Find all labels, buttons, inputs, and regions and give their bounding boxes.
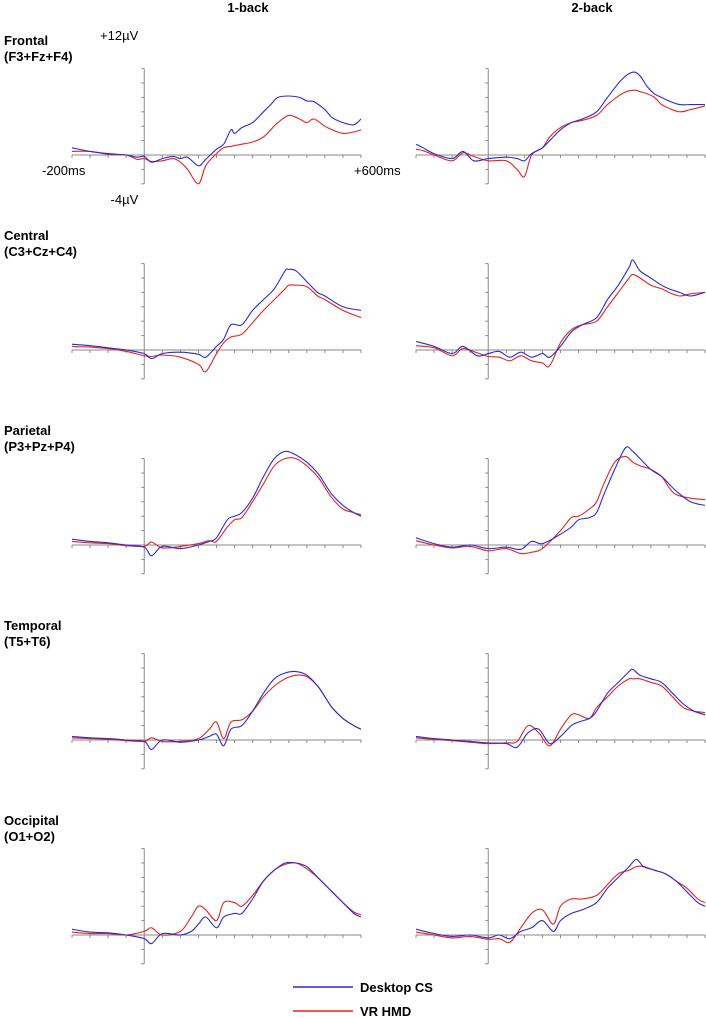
series-line-vr-hmd <box>71 114 362 185</box>
x-max-label: +600ms <box>354 163 401 178</box>
series-line-desktop-cs <box>71 95 362 167</box>
row-subtitle: (O1+O2) <box>4 829 55 844</box>
erp-panel <box>415 848 706 965</box>
erp-panel <box>71 263 362 380</box>
x-min-label: -200ms <box>42 163 86 178</box>
column-title: 1-back <box>227 0 269 15</box>
erp-panel <box>415 446 706 575</box>
series-line-desktop-cs <box>415 71 705 162</box>
series-line-vr-hmd <box>71 284 362 373</box>
row-title: Parietal <box>4 423 51 438</box>
erp-panel <box>71 653 362 770</box>
column-title: 2-back <box>571 0 613 15</box>
row-title: Temporal <box>4 618 62 633</box>
series-line-vr-hmd <box>71 862 362 936</box>
series-line-vr-hmd <box>71 457 362 549</box>
erp-panel <box>415 68 706 185</box>
row-subtitle: (C3+Cz+C4) <box>4 244 77 259</box>
series-line-desktop-cs <box>415 446 706 551</box>
series-line-vr-hmd <box>415 677 706 747</box>
series-line-vr-hmd <box>415 865 706 944</box>
row-subtitle: (P3+Pz+P4) <box>4 439 75 454</box>
series-line-desktop-cs <box>71 268 362 360</box>
series-line-vr-hmd <box>415 89 706 178</box>
erp-panel <box>71 68 362 185</box>
erp-panel <box>71 848 362 965</box>
series-line-desktop-cs <box>71 670 362 750</box>
series-line-desktop-cs <box>415 858 706 940</box>
series-line-desktop-cs <box>415 259 706 358</box>
erp-panel <box>71 450 362 575</box>
y-max-label: +12µV <box>100 28 139 43</box>
erp-panel <box>415 653 706 770</box>
legend-label: VR HMD <box>360 1004 411 1018</box>
series-line-vr-hmd <box>415 273 706 368</box>
legend-label: Desktop CS <box>360 980 433 995</box>
y-min-label: -4µV <box>111 192 139 207</box>
row-title: Occipital <box>4 813 59 828</box>
series-line-desktop-cs <box>71 861 362 945</box>
series-line-vr-hmd <box>415 455 706 555</box>
series-line-desktop-cs <box>415 668 706 749</box>
series-line-desktop-cs <box>71 450 362 557</box>
row-title: Frontal <box>4 33 48 48</box>
row-title: Central <box>4 228 49 243</box>
series-line-vr-hmd <box>71 674 362 743</box>
row-subtitle: (T5+T6) <box>4 634 51 649</box>
row-subtitle: (F3+Fz+F4) <box>4 49 73 64</box>
erp-panel <box>415 259 706 380</box>
